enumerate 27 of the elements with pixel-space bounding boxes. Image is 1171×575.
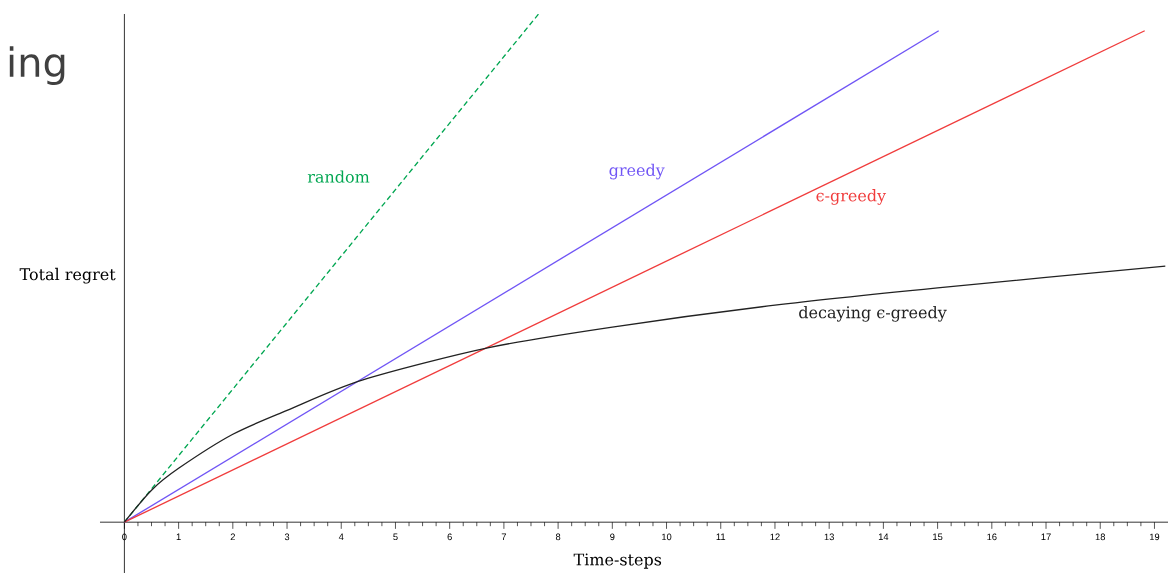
x-tick-label: 19 — [1149, 533, 1160, 541]
x-tick-label: 18 — [1095, 533, 1106, 541]
series-label: greedy — [609, 163, 665, 180]
x-tick-label: 13 — [824, 533, 834, 541]
x-tick-label: 16 — [987, 533, 997, 541]
x-tick-label: 5 — [393, 533, 398, 541]
x-tick-label: 3 — [284, 533, 290, 541]
x-tick-label: 15 — [933, 533, 943, 541]
x-tick-label: 8 — [555, 533, 561, 541]
x-tick-label: 4 — [338, 533, 344, 540]
y-axis-title: Total regret — [19, 267, 116, 284]
x-tick-label: 1 — [176, 533, 181, 540]
x-tick-label: 12 — [770, 533, 780, 541]
text: ing — [9, 46, 65, 86]
series-label: ϵ-greedy — [816, 189, 887, 205]
x-axis-title: Time-steps — [573, 553, 662, 569]
x-tick-label: 14 — [878, 533, 889, 540]
x-tick-label: 9 — [610, 533, 615, 541]
x-tick-label: 10 — [662, 533, 672, 541]
series-label: decaying ϵ-greedy — [799, 305, 947, 322]
x-tick-label: 6 — [447, 533, 452, 541]
x-tick-label: 7 — [501, 533, 507, 540]
x-tick-label: 17 — [1041, 533, 1051, 540]
x-tick-label: 0 — [122, 533, 127, 541]
x-tick-label: 2 — [230, 533, 235, 541]
x-tick-label: 11 — [716, 533, 726, 540]
series-label: random — [307, 170, 370, 183]
